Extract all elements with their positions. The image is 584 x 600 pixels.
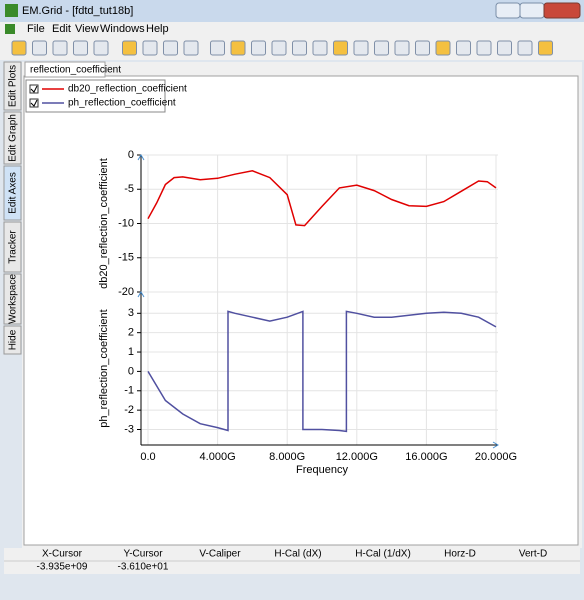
toolbar-button[interactable] [142,40,158,56]
toolbar-button[interactable] [456,40,471,56]
side-tab-label: Workspace [8,274,19,324]
data-line [147,310,497,433]
toolbar-button[interactable] [122,40,137,56]
status-header: Y-Cursor [123,549,163,560]
y-tick-label: 3 [128,307,134,319]
toolbar-button[interactable] [271,40,287,56]
legend-label: db20_reflection_coefficient [68,84,187,95]
status-header: H-Cal (1/dX) [355,549,411,560]
plot-tab[interactable] [24,61,106,78]
toolbar-button[interactable] [251,40,266,56]
status-header: Vert-D [519,549,547,560]
toolbar-button[interactable] [497,40,512,56]
toolbar-button[interactable] [538,40,553,56]
toolbar-button[interactable] [52,40,68,56]
maximize-button[interactable] [519,2,545,19]
y-tick-label: 0 [128,365,134,377]
x-tick-label: 4.000G [200,451,236,463]
toolbar-button[interactable] [210,40,225,56]
legend-checkbox[interactable] [29,98,39,108]
y-tick-label: 2 [128,327,134,339]
app-icon [5,4,18,17]
status-header: Horz-D [444,549,476,560]
window-title: EM.Grid - [fdtd_tut18b] [22,5,133,17]
menu-item[interactable]: Help [146,23,169,35]
minimize-button[interactable] [495,2,521,19]
toolbar-button[interactable] [183,40,199,56]
side-tab-label: Edit Axes [8,172,19,214]
y-tick-label: -2 [124,404,134,416]
legend-check [30,99,38,107]
legend [25,79,166,113]
y-tick-label: -15 [118,252,134,264]
x-tick-label: 12.000G [336,451,378,463]
toolbar-button[interactable] [517,40,533,56]
toolbar-button[interactable] [292,40,307,56]
legend-check [30,85,38,93]
y-tick-label: 0 [128,149,134,161]
x-tick-label: 8.000G [269,451,305,463]
side-tab-label: Edit Graph [8,114,19,162]
side-tab[interactable] [3,325,22,355]
status-value: -3.935e+09 [37,562,88,573]
status-header: X-Cursor [42,549,83,560]
x-tick-label: 16.000G [405,451,447,463]
toolbar-button[interactable] [163,40,178,56]
axis-arrow [137,154,145,161]
toolbar-button[interactable] [435,40,451,56]
close-button[interactable] [543,2,581,19]
toolbar-button[interactable] [415,40,430,56]
y-tick-label: -5 [124,183,134,195]
plot-panel [23,75,579,546]
toolbar-button[interactable] [32,40,47,56]
axis-arrow [492,441,499,449]
side-tab[interactable] [3,165,22,221]
side-tab[interactable] [3,221,22,273]
x-axis-title: Frequency [296,464,348,476]
toolbar-button[interactable] [73,40,88,56]
status-value: -3.610e+01 [118,562,169,573]
doc-icon [5,24,15,34]
y-tick-label: -10 [118,217,134,229]
title-bar [0,0,584,22]
toolbar-button[interactable] [394,40,410,56]
menu-item[interactable]: View [75,23,99,35]
toolbar-button[interactable] [93,40,109,56]
x-tick-label: 0.0 [140,451,155,463]
legend-checkbox[interactable] [29,84,39,94]
y-axis-title: ph_reflection_coefficient [98,309,110,427]
plot-tab-label: reflection_coefficient [30,65,121,76]
side-tab[interactable] [3,111,22,165]
data-line [147,170,497,227]
side-tab-label: Hide [8,329,19,350]
legend-label: ph_reflection_coefficient [68,98,176,109]
toolbar-button[interactable] [11,40,27,56]
axis-arrow [137,291,145,298]
toolbar-button[interactable] [353,40,369,56]
toolbar-button[interactable] [476,40,492,56]
y-tick-label: -1 [124,385,134,397]
menu-item[interactable]: Edit [52,23,71,35]
side-tab[interactable] [3,61,22,111]
status-header: H-Cal (dX) [274,549,321,560]
y-tick-label: 1 [128,346,134,358]
side-tab-label: Edit Plots [8,65,19,107]
menu-bar [0,22,584,36]
x-tick-label: 20.000G [475,451,517,463]
y-axis-title: db20_reflection_coefficient [98,158,110,289]
y-tick-label: -20 [118,286,134,298]
side-tab-label: Tracker [8,230,19,264]
status-header: V-Caliper [199,549,241,560]
side-tab[interactable] [3,273,22,325]
toolbar-button[interactable] [374,40,389,56]
toolbar-button[interactable] [333,40,348,56]
toolbar-button[interactable] [312,40,328,56]
menu-item[interactable]: Windows [100,23,145,35]
toolbar-button[interactable] [230,40,246,56]
menu-item[interactable]: File [27,23,45,35]
y-tick-label: -3 [124,423,134,435]
